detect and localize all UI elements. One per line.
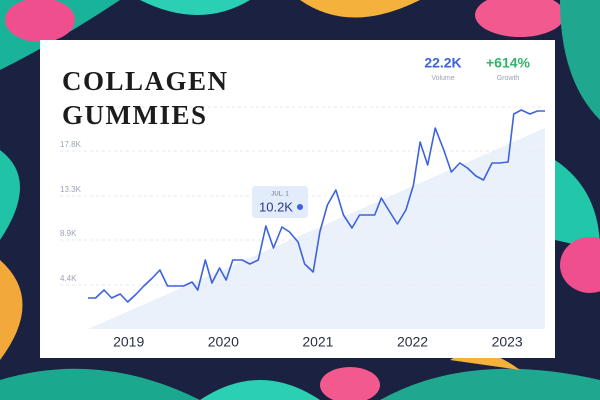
y-tick-label: 13.3K <box>60 185 82 194</box>
tooltip-value: 10.2K <box>259 199 293 214</box>
tooltip: JUL. 1 10.2K <box>252 186 308 218</box>
title-line: COLLAGEN <box>62 66 229 96</box>
y-tick-label: 17.8K <box>60 140 82 149</box>
title-line: GUMMIES <box>62 100 208 130</box>
stat-value: +614% <box>486 55 531 71</box>
x-tick-label: 2022 <box>397 334 428 350</box>
x-tick-label: 2021 <box>302 334 333 350</box>
y-tick-label: 4.4K <box>60 274 77 283</box>
trend-area <box>88 128 545 329</box>
y-tick-label: 8.9K <box>60 229 77 238</box>
stat-label: Growth <box>497 75 520 82</box>
x-tick-label: 2019 <box>113 334 144 350</box>
x-tick-label: 2023 <box>492 334 523 350</box>
stat-value: 22.2K <box>424 55 461 71</box>
tooltip-box <box>252 186 308 218</box>
line <box>88 109 545 303</box>
tooltip-date: JUL. 1 <box>271 192 289 198</box>
info-icon <box>297 204 303 210</box>
x-tick-label: 2020 <box>208 334 239 350</box>
stat-label: Volume <box>431 75 454 82</box>
